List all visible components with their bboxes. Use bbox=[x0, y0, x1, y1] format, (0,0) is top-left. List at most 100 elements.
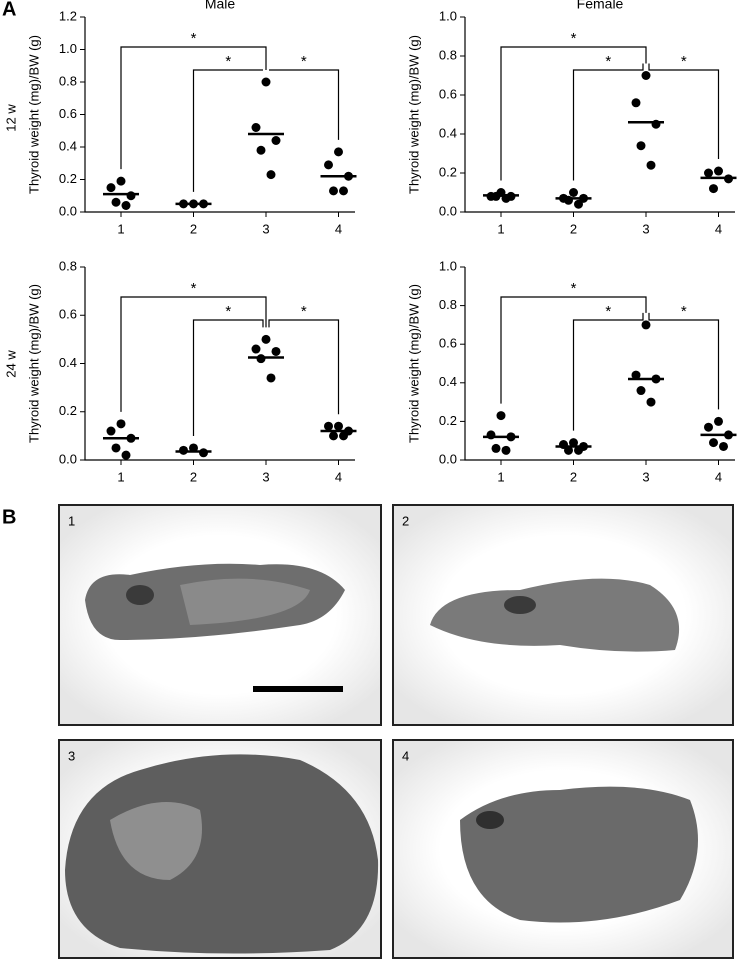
data-point bbox=[271, 136, 281, 145]
y-tick-label: 0.8 bbox=[439, 47, 457, 62]
image-label: 1 bbox=[68, 513, 75, 528]
y-tick-label: 0.0 bbox=[439, 451, 457, 466]
x-tick-label: 2 bbox=[570, 221, 577, 236]
significance-label: * bbox=[571, 30, 577, 47]
data-point bbox=[251, 123, 261, 132]
x-tick-label: 1 bbox=[497, 221, 504, 236]
data-point bbox=[116, 176, 126, 186]
x-tick-label: 4 bbox=[335, 469, 342, 484]
data-point bbox=[631, 98, 641, 108]
image-label: 4 bbox=[402, 748, 409, 763]
significance-label: * bbox=[571, 280, 577, 297]
y-tick-label: 0.6 bbox=[439, 336, 457, 351]
data-point bbox=[261, 334, 271, 344]
data-point bbox=[189, 443, 198, 453]
data-point bbox=[636, 386, 646, 396]
significance-label: * bbox=[225, 303, 231, 320]
data-point bbox=[324, 160, 333, 170]
y-tick-label: 0.4 bbox=[59, 138, 77, 153]
significance-bracket bbox=[572, 63, 644, 181]
y-tick-label: 1.0 bbox=[439, 8, 457, 23]
data-point bbox=[329, 186, 338, 196]
data-point bbox=[574, 445, 583, 455]
data-point bbox=[704, 168, 713, 178]
image-label: 3 bbox=[68, 748, 75, 763]
data-point bbox=[714, 166, 723, 176]
axis-line bbox=[464, 267, 735, 461]
significance-bracket bbox=[500, 46, 647, 181]
x-tick-label: 2 bbox=[190, 469, 197, 484]
y-axis-label: Thyroid weight (mg)/BW (g) bbox=[406, 284, 421, 443]
data-point bbox=[111, 197, 121, 207]
y-tick-label: 0.0 bbox=[59, 451, 77, 466]
axis-line bbox=[464, 17, 735, 213]
significance-bracket bbox=[572, 312, 644, 431]
significance-label: * bbox=[225, 53, 231, 70]
data-point bbox=[564, 445, 573, 455]
significance-bracket bbox=[500, 296, 647, 404]
x-tick-label: 1 bbox=[497, 469, 504, 484]
data-point bbox=[271, 346, 281, 356]
data-point bbox=[339, 186, 348, 196]
data-point bbox=[636, 141, 646, 151]
y-tick-label: 0.4 bbox=[59, 355, 77, 370]
significance-bracket bbox=[192, 69, 263, 192]
y-tick-label: 1.0 bbox=[59, 41, 77, 56]
data-point bbox=[121, 450, 131, 460]
y-tick-label: 0.2 bbox=[439, 413, 457, 428]
data-point bbox=[251, 344, 261, 354]
y-tick-label: 0.0 bbox=[59, 203, 77, 218]
significance-label: * bbox=[301, 53, 307, 70]
significance-label: * bbox=[681, 53, 687, 70]
data-point bbox=[261, 77, 271, 87]
significance-bracket bbox=[648, 312, 720, 410]
y-tick-label: 0.2 bbox=[439, 164, 457, 179]
panel-label: A bbox=[2, 0, 16, 20]
x-tick-label: 1 bbox=[117, 221, 124, 236]
data-point bbox=[324, 421, 333, 431]
data-point bbox=[631, 370, 641, 380]
image-panel: 3 bbox=[58, 739, 382, 959]
y-tick-label: 1.2 bbox=[59, 8, 77, 23]
axis-line bbox=[84, 17, 355, 213]
data-point bbox=[106, 183, 116, 193]
y-axis-label: Thyroid weight (mg)/BW (g) bbox=[26, 35, 41, 194]
significance-bracket bbox=[192, 319, 264, 436]
significance-label: * bbox=[605, 303, 611, 320]
data-point bbox=[266, 373, 276, 383]
y-tick-label: 0.8 bbox=[439, 297, 457, 312]
axis-line bbox=[84, 267, 355, 461]
data-point bbox=[256, 145, 266, 155]
significance-label: * bbox=[681, 303, 687, 320]
x-tick-label: 4 bbox=[715, 469, 722, 484]
data-point bbox=[646, 160, 656, 170]
data-point bbox=[496, 411, 506, 421]
image-label: 2 bbox=[402, 513, 409, 528]
data-point bbox=[329, 431, 338, 441]
data-point bbox=[334, 147, 343, 157]
significance-bracket bbox=[120, 296, 267, 412]
y-axis-label: Thyroid weight (mg)/BW (g) bbox=[406, 35, 421, 194]
image-panel: 2 bbox=[392, 504, 734, 726]
y-tick-label: 0.8 bbox=[59, 73, 77, 88]
significance-bracket bbox=[269, 69, 340, 140]
x-tick-label: 3 bbox=[642, 221, 649, 236]
y-tick-label: 1.0 bbox=[439, 258, 457, 273]
data-point bbox=[491, 443, 501, 453]
significance-label: * bbox=[191, 280, 197, 297]
significance-bracket bbox=[648, 63, 720, 160]
y-tick-label: 0.6 bbox=[59, 307, 77, 322]
data-point bbox=[121, 201, 131, 210]
data-point bbox=[709, 184, 718, 194]
x-tick-label: 4 bbox=[715, 221, 722, 236]
chart-title: Male bbox=[205, 0, 236, 12]
image-panel: 4 bbox=[392, 739, 734, 959]
y-tick-label: 0.2 bbox=[59, 403, 77, 418]
data-point bbox=[126, 191, 136, 201]
chart-title: Female bbox=[577, 0, 624, 12]
data-point bbox=[569, 438, 578, 448]
data-point bbox=[714, 416, 723, 426]
data-point bbox=[641, 71, 651, 80]
data-point bbox=[339, 431, 348, 441]
